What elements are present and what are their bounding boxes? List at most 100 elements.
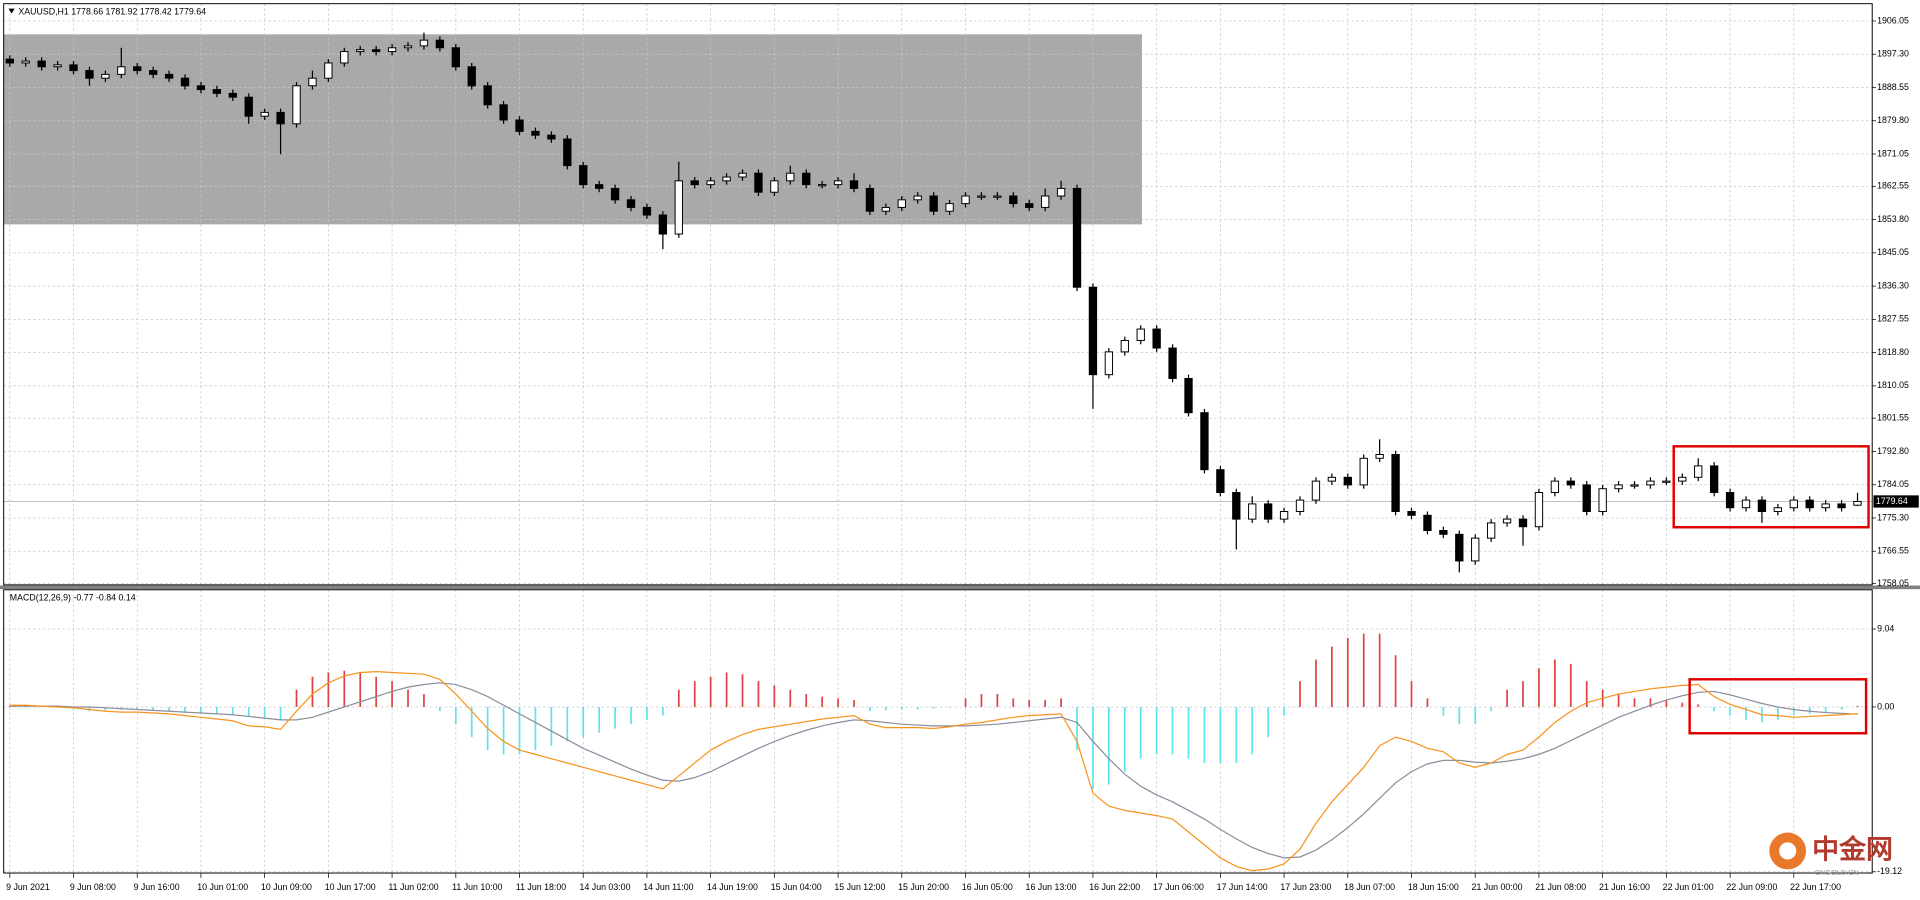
y-tick-label: 1871.05	[1877, 148, 1909, 158]
x-tick-label: 9 Jun 08:00	[70, 882, 116, 892]
candle-body	[260, 111, 269, 117]
candle-body	[1805, 499, 1814, 509]
candle-body	[1168, 347, 1177, 379]
x-tick-label: 16 Jun 13:00	[1026, 882, 1077, 892]
y-tick-label: 1879.80	[1877, 115, 1909, 125]
candle-body	[117, 66, 126, 75]
candle-body	[626, 199, 636, 208]
current-price-tag	[1873, 495, 1919, 508]
candle-body	[1709, 465, 1719, 493]
candle-body	[658, 214, 668, 235]
plots	[3, 32, 1873, 872]
candle-body	[610, 187, 620, 201]
y-tick-label: 1818.80	[1877, 347, 1909, 357]
candle-body	[1311, 480, 1321, 501]
candle-body	[1152, 328, 1161, 349]
candle-body	[1009, 195, 1018, 205]
watermark-site: CNGOLD.CN	[1815, 868, 1859, 877]
open-value: 1778.66	[71, 7, 103, 17]
candle-body	[21, 60, 30, 64]
candle-body	[324, 62, 333, 79]
candle-body	[212, 89, 222, 94]
candle-body	[1550, 480, 1560, 493]
y-tick-label: 1888.55	[1877, 82, 1909, 92]
macd-signal-line	[9, 682, 1858, 859]
candle-body	[1025, 203, 1034, 208]
x-tick-label: 21 Jun 08:00	[1535, 882, 1586, 892]
y-tick-label: 1853.80	[1877, 214, 1909, 224]
x-tick-label: 11 Jun 18:00	[516, 882, 566, 892]
candle-body	[913, 195, 922, 201]
candle-body	[133, 66, 142, 72]
candle-body	[69, 64, 78, 72]
grid	[3, 3, 1873, 874]
candle-body	[977, 195, 986, 198]
candle-body	[1486, 522, 1496, 539]
y-tick-label: 1827.55	[1877, 314, 1909, 324]
candle-body	[85, 70, 94, 79]
candle-body	[1678, 476, 1687, 482]
candle-body	[1375, 454, 1384, 459]
candle-body	[1359, 457, 1368, 486]
candle-body	[1263, 503, 1273, 520]
candle-body	[1327, 476, 1337, 482]
x-tick-label: 11 Jun 02:00	[388, 882, 438, 892]
candle-body	[387, 47, 397, 53]
candle-body	[1518, 518, 1528, 528]
candle-body	[1295, 499, 1305, 513]
candle-body	[356, 49, 365, 53]
y-tick-label: 9.04	[1877, 623, 1894, 633]
candle-body	[1582, 484, 1591, 513]
highlight-box	[1688, 678, 1868, 735]
candle-body	[722, 176, 731, 182]
candle-body	[674, 180, 683, 235]
candle-body	[1598, 488, 1607, 513]
close-value: 1779.64	[174, 7, 206, 17]
y-tick-label: -19.12	[1877, 866, 1902, 876]
y-tick-label: 1801.55	[1877, 413, 1909, 423]
y-tick-label: 1758.05	[1877, 578, 1909, 588]
candle-body	[228, 92, 237, 98]
x-tick-label: 11 Jun 10:00	[452, 882, 502, 892]
y-tick-label: 1784.05	[1877, 479, 1909, 489]
watermark-logo	[1779, 842, 1797, 860]
candle-body	[1837, 503, 1846, 509]
x-tick-label: 9 Jun 16:00	[134, 882, 180, 892]
x-tick-label: 10 Jun 09:00	[261, 882, 312, 892]
candle-body	[435, 39, 445, 49]
candle-body	[770, 180, 779, 193]
x-tick-label: 16 Jun 05:00	[962, 882, 1013, 892]
candle-body	[1343, 476, 1352, 486]
candle-body	[1072, 187, 1082, 288]
candle-body	[1614, 484, 1623, 490]
y-tick-label: 0.00	[1877, 701, 1894, 711]
x-tick-label: 17 Jun 06:00	[1153, 882, 1204, 892]
candle-body	[1773, 507, 1783, 513]
candle-body	[786, 172, 795, 182]
x-tick-label: 21 Jun 00:00	[1472, 882, 1523, 892]
y-tick-label: 1906.05	[1877, 15, 1909, 25]
candle-body	[1216, 469, 1225, 493]
main-frame	[3, 3, 1873, 586]
candle-body	[1232, 492, 1241, 520]
candle-body	[37, 60, 46, 68]
candle-body	[642, 206, 652, 216]
x-tick-label: 14 Jun 19:00	[707, 882, 758, 892]
candle-body	[1407, 511, 1416, 516]
menu-icon[interactable]	[8, 8, 15, 14]
candle-body	[1136, 328, 1145, 341]
macd-main-value: -0.77	[73, 593, 93, 603]
candle-body	[1056, 187, 1066, 197]
candle-body	[1423, 514, 1432, 532]
candle-body	[1789, 499, 1798, 509]
panel-separator	[0, 585, 1920, 590]
x-tick-label: 18 Jun 15:00	[1408, 882, 1459, 892]
x-tick-label: 18 Jun 07:00	[1344, 882, 1395, 892]
x-tick-label: 14 Jun 11:00	[643, 882, 693, 892]
candle-body	[1630, 484, 1639, 487]
candle-body	[180, 77, 190, 87]
candle-body	[1725, 492, 1735, 509]
candle-body	[1566, 480, 1575, 486]
x-tick-label: 9 Jun 2021	[6, 882, 50, 892]
